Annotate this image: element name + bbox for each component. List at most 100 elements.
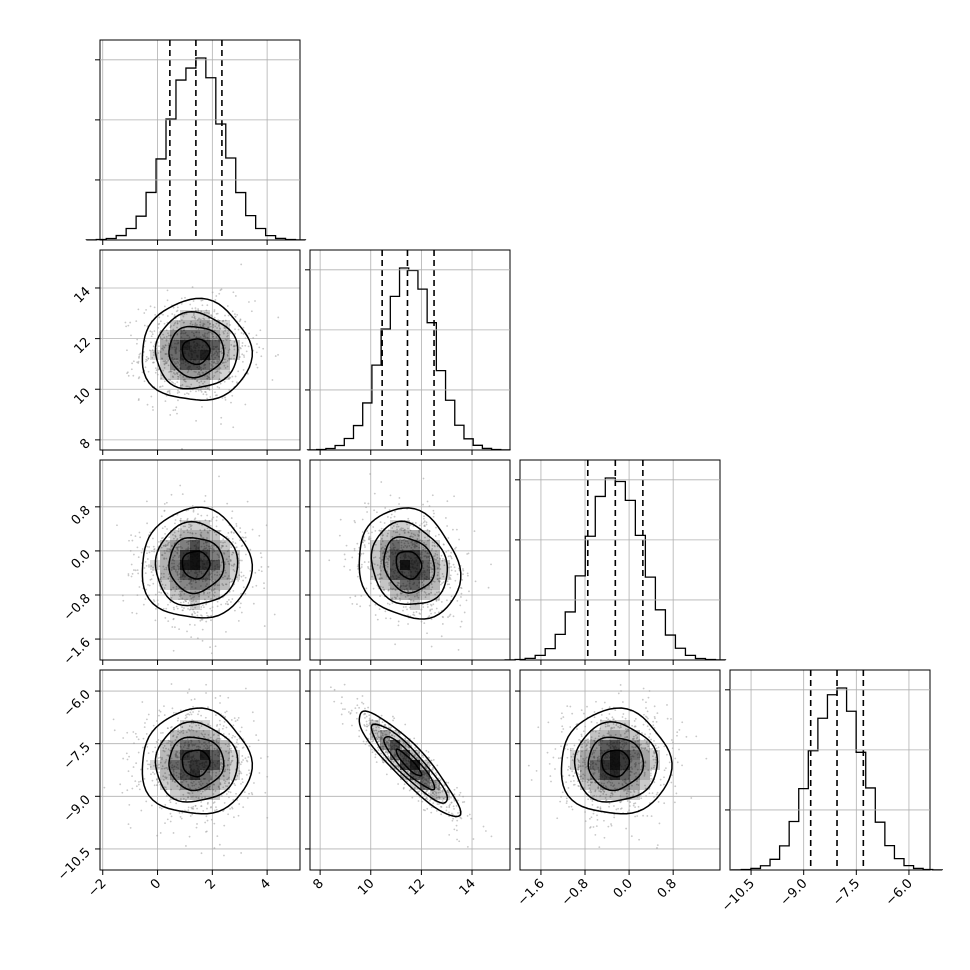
sample-point [145, 500, 148, 503]
sample-point [129, 826, 132, 829]
x-tick-label: −6.0 [883, 876, 916, 909]
sample-point [165, 501, 168, 504]
sample-point [356, 575, 359, 578]
sample-point [203, 380, 206, 383]
sample-point [186, 598, 188, 601]
sample-point [172, 381, 174, 384]
sample-point [204, 796, 206, 798]
sample-point [200, 852, 203, 855]
sample-point [138, 357, 140, 359]
sample-point [188, 526, 190, 529]
sample-point [186, 371, 189, 374]
sample-point [671, 747, 674, 750]
sample-point [176, 513, 179, 516]
sample-point [197, 309, 200, 312]
sample-point [142, 737, 145, 740]
sample-point [205, 393, 208, 396]
sample-point [392, 530, 395, 533]
sample-point [441, 623, 444, 625]
density-cell [210, 560, 220, 570]
sample-point [229, 807, 231, 810]
sample-point [380, 714, 383, 717]
density-cell [190, 540, 200, 550]
sample-point [198, 371, 200, 374]
sample-point [214, 645, 217, 648]
sample-point [467, 552, 470, 555]
density-cell [180, 340, 190, 350]
sample-point [153, 306, 156, 309]
sample-point [177, 389, 179, 392]
sample-point [364, 743, 367, 746]
sample-point [230, 546, 233, 549]
sample-point [207, 706, 209, 709]
density-cell [190, 320, 200, 330]
sample-point [216, 835, 219, 838]
sample-point [213, 544, 215, 547]
contour-line [154, 310, 239, 390]
sample-point [277, 353, 279, 356]
sample-point [369, 537, 372, 540]
sample-point [222, 810, 225, 812]
sample-point [378, 577, 381, 580]
sample-point [222, 332, 225, 335]
sample-point [434, 545, 436, 548]
sample-point [344, 708, 346, 711]
sample-point [174, 373, 176, 376]
sample-point [187, 728, 190, 731]
sample-point [219, 695, 222, 697]
sample-point [227, 696, 230, 699]
sample-point [139, 536, 142, 539]
sample-point [202, 606, 205, 608]
sample-point [178, 556, 180, 559]
sample-point [217, 786, 220, 789]
sample-point [164, 353, 167, 356]
sample-point [402, 609, 404, 612]
sample-point [356, 542, 359, 545]
sample-point [146, 403, 149, 406]
sample-point [229, 324, 231, 326]
sample-point [225, 793, 228, 795]
sample-point [126, 731, 129, 734]
sample-point [136, 338, 139, 341]
sample-point [258, 569, 260, 572]
sample-point [377, 574, 379, 576]
sample-point [454, 570, 457, 572]
sample-point [237, 328, 240, 331]
sample-point [145, 355, 148, 358]
sample-point [218, 584, 221, 587]
sample-point [426, 606, 429, 608]
sample-point [447, 555, 450, 558]
scatter-panel-1-2 [305, 459, 511, 665]
sample-point [242, 333, 245, 335]
sample-point [369, 565, 372, 568]
sample-point [189, 787, 192, 790]
y-tick-label: −9.0 [61, 793, 94, 826]
sample-point [173, 361, 176, 364]
sample-point [419, 613, 422, 615]
sample-point [186, 630, 188, 633]
sample-point [437, 567, 439, 570]
sample-point [399, 599, 402, 602]
sample-point [362, 702, 365, 705]
density-cell [160, 580, 170, 590]
sample-point [242, 806, 245, 809]
sample-point [429, 608, 432, 611]
x-tick-label: −7.5 [830, 876, 863, 909]
density-cell [180, 580, 190, 590]
sample-point [128, 803, 131, 806]
sample-point [433, 512, 435, 515]
sample-point [254, 300, 256, 302]
sample-point [417, 800, 420, 802]
sample-point [126, 349, 128, 352]
sample-point [460, 596, 462, 598]
sample-point [396, 528, 398, 531]
sample-point [482, 825, 485, 828]
sample-point [367, 566, 369, 568]
sample-point [169, 326, 172, 329]
sample-point [215, 362, 217, 365]
sample-point [430, 592, 433, 594]
sample-point [172, 586, 175, 589]
sample-point [161, 758, 163, 761]
sample-point [147, 583, 149, 586]
sample-point [147, 713, 150, 716]
